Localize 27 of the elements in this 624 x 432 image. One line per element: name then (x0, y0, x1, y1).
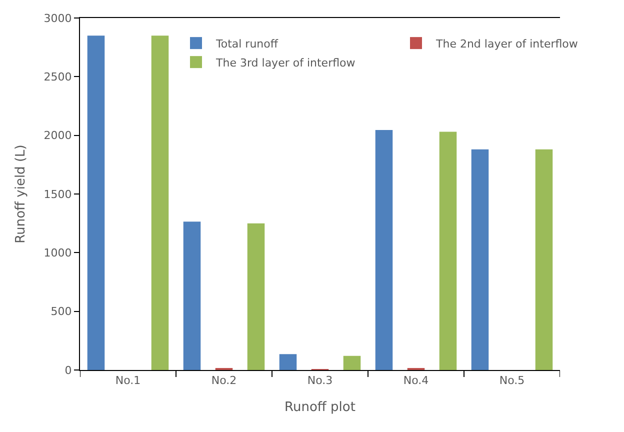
bar (87, 36, 105, 370)
x-tick-label: No.5 (499, 374, 525, 388)
x-tick-label: No.2 (211, 374, 237, 388)
bar (471, 149, 489, 370)
x-tick-label: No.1 (115, 374, 141, 388)
bar (535, 149, 553, 370)
bar (247, 223, 265, 370)
y-tick-label: 1000 (44, 246, 72, 260)
y-axis-title: Runoff yield (L) (14, 144, 29, 244)
x-axis-title: Runoff plot (284, 400, 356, 415)
bar (183, 222, 201, 370)
legend-label: The 3rd layer of interflow (215, 56, 356, 70)
legend-label: The 2nd layer of interflow (435, 37, 578, 50)
y-tick-label: 2500 (44, 70, 72, 84)
bar (375, 130, 393, 370)
y-tick-label: 2000 (44, 129, 72, 142)
bar (439, 132, 457, 370)
bar (151, 36, 169, 370)
y-tick-label: 0 (64, 364, 72, 377)
y-tick-label: 1500 (44, 188, 72, 201)
x-tick-label: No.3 (307, 374, 333, 388)
legend-label: Total runoff (215, 37, 278, 50)
bar (343, 356, 361, 370)
x-tick-label: No.4 (403, 374, 429, 388)
y-tick-label: 3000 (44, 12, 72, 25)
bar (279, 354, 297, 370)
y-tick-label: 500 (50, 305, 72, 318)
